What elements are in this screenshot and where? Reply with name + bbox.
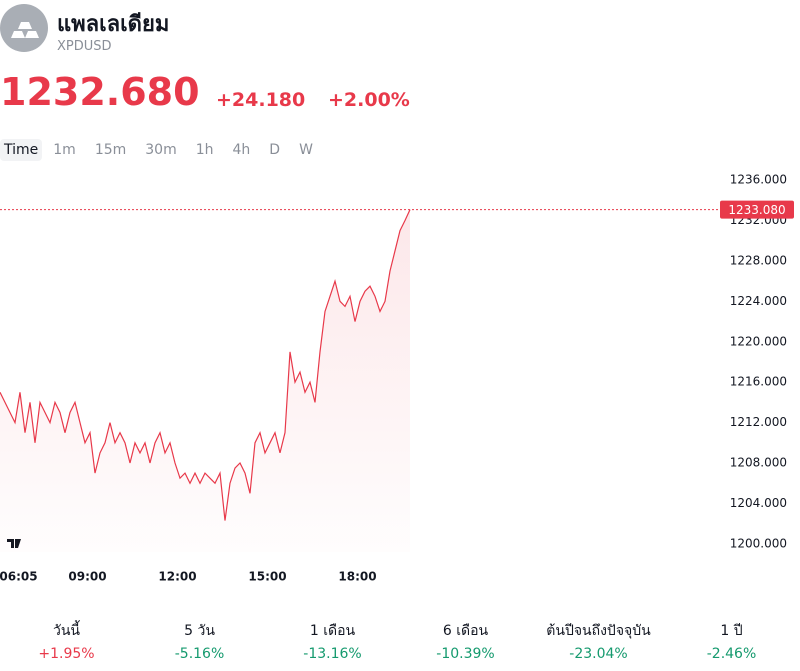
performance-label: 1 ปี <box>720 623 743 639</box>
last-price-label: 1233.080 <box>728 203 785 217</box>
performance-value: -23.04% <box>569 646 628 662</box>
timeframe-tab[interactable]: 1h <box>195 142 214 158</box>
timeframe-tab[interactable]: 1m <box>53 142 76 158</box>
performance-value: -5.16% <box>174 646 225 662</box>
timeframe-tab[interactable]: Time <box>0 139 43 161</box>
timeframe-tab[interactable]: D <box>269 142 281 158</box>
performance-label: ต้นปีจนถึงปัจจุบัน <box>546 623 651 639</box>
performance-item: 6 เดือน -10.39% <box>399 620 532 662</box>
y-tick-label: 1236.000 <box>730 173 787 187</box>
y-tick-label: 1216.000 <box>730 375 787 389</box>
y-tick-label: 1228.000 <box>730 253 787 267</box>
timeframe-tabs: Time 1m 15m 30m 1h 4h D W <box>0 139 324 161</box>
x-tick-label: 06:05 <box>0 570 38 584</box>
price-line <box>0 209 411 521</box>
y-tick-label: 1224.000 <box>730 294 787 308</box>
y-tick-label: 1200.000 <box>730 536 787 550</box>
performance-value: +1.95% <box>38 646 95 662</box>
title: แพลเลเดียม <box>57 12 170 37</box>
asset-icon <box>0 4 48 52</box>
timeframe-tab[interactable]: 4h <box>232 142 251 158</box>
chart: 1200.000 1204.000 1208.000 1212.000 1216.000… <box>0 173 794 584</box>
performance-item: 1 เดือน -13.16% <box>266 620 399 662</box>
x-tick-label: 15:00 <box>248 570 286 584</box>
x-tick-label: 09:00 <box>68 570 106 584</box>
area <box>0 209 410 553</box>
performance-item: ต้นปีจนถึงปัจจุบัน -23.04% <box>532 620 665 662</box>
change-percent: +2.00% <box>328 89 410 111</box>
timeframe-tab[interactable]: 15m <box>94 142 127 158</box>
performance-value: -2.46% <box>706 646 757 662</box>
change: +24.180 <box>216 89 306 111</box>
y-tick-label: 1212.000 <box>730 415 787 429</box>
performance-item: 5 วัน -5.16% <box>133 620 266 662</box>
performance-item: วันนี้ +1.95% <box>0 620 133 662</box>
y-tick-label: 1204.000 <box>730 496 787 510</box>
timeframe-tab[interactable]: 30m <box>145 142 177 158</box>
performance-item: 1 ปี -2.46% <box>665 620 798 662</box>
performance-label: 5 วัน <box>184 623 215 639</box>
performance-label: วันนี้ <box>52 623 80 639</box>
symbol: XPDUSD <box>57 39 112 54</box>
y-tick-label: 1208.000 <box>730 456 787 470</box>
performance-row: วันนี้ +1.95% 5 วัน -5.16% 1 เดือน -13.16% 6 เ… <box>0 620 800 662</box>
timeframe-tab[interactable]: W <box>299 142 313 158</box>
y-tick-label: 1220.000 <box>730 334 787 348</box>
performance-label: 1 เดือน <box>309 623 356 639</box>
performance-value: -10.39% <box>436 646 495 662</box>
price: 1232.680 <box>0 70 200 114</box>
performance-label: 6 เดือน <box>442 623 489 639</box>
x-tick-label: 12:00 <box>158 570 196 584</box>
x-tick-label: 18:00 <box>338 570 376 584</box>
performance-value: -13.16% <box>303 646 362 662</box>
last-price-tag <box>720 200 794 219</box>
